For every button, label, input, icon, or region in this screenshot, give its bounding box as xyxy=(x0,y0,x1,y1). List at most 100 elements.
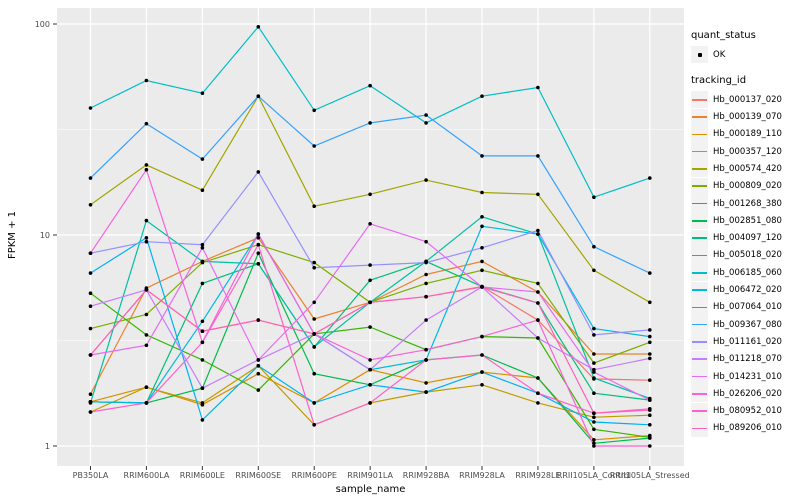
legend-key-swatch xyxy=(691,368,708,386)
data-point xyxy=(312,300,317,305)
data-point xyxy=(312,332,317,336)
data-point xyxy=(536,228,540,233)
legend-item-Hb_014231_010: Hb_014231_010 xyxy=(691,368,799,386)
legend-color-line xyxy=(692,202,707,205)
data-point xyxy=(144,78,149,83)
data-point xyxy=(200,319,205,324)
data-point xyxy=(368,192,372,197)
legend-color-line xyxy=(692,237,707,239)
data-point xyxy=(480,353,484,357)
legend-key-swatch xyxy=(691,298,708,316)
data-point xyxy=(536,154,540,158)
data-point xyxy=(592,391,596,396)
data-point xyxy=(368,263,372,267)
data-point xyxy=(312,108,317,113)
data-point xyxy=(88,410,93,414)
legend-key-ok xyxy=(691,46,708,63)
data-point xyxy=(480,285,484,289)
data-point xyxy=(200,259,205,264)
legend-color-line xyxy=(692,271,707,274)
data-point xyxy=(648,352,652,356)
data-point xyxy=(368,358,372,362)
y-tick-label: 100 xyxy=(35,20,50,29)
data-point xyxy=(592,268,596,273)
data-point xyxy=(144,236,149,240)
legend-color-line xyxy=(692,254,707,257)
x-tick-label: RRIM600SE xyxy=(235,471,281,480)
x-tick-label: RRII105LA_Control xyxy=(557,471,631,480)
data-point xyxy=(88,392,93,397)
data-point xyxy=(88,326,93,331)
legend-label: Hb_000809_020 xyxy=(713,181,782,192)
legend-item-Hb_000357_120: Hb_000357_120 xyxy=(691,143,799,161)
data-point xyxy=(368,300,372,305)
x-tick-label: RRIM600LA xyxy=(124,471,170,480)
data-point xyxy=(424,178,428,182)
legend-key-swatch xyxy=(691,333,708,351)
data-point xyxy=(480,94,484,98)
data-point xyxy=(200,246,205,250)
legend-label: Hb_011218_070 xyxy=(713,354,782,365)
data-point xyxy=(536,232,540,236)
legend-item-Hb_006472_020: Hb_006472_020 xyxy=(691,281,799,299)
data-point xyxy=(424,381,428,385)
data-point xyxy=(144,401,149,405)
legend-color-line xyxy=(692,375,707,378)
data-point xyxy=(368,367,372,372)
legend-key-swatch xyxy=(691,195,708,213)
data-point xyxy=(312,204,317,208)
data-point xyxy=(424,260,428,265)
data-point xyxy=(200,386,205,391)
data-point xyxy=(88,176,93,180)
legend-series-list: Hb_000137_020 Hb_000139_070 Hb_000189_110 H… xyxy=(691,91,799,437)
legend-item-quant-ok: OK xyxy=(691,46,799,63)
legend-item-Hb_026206_020: Hb_026206_020 xyxy=(691,385,799,403)
legend-key-swatch xyxy=(691,160,708,178)
data-point xyxy=(200,418,205,422)
legend-color-line xyxy=(692,341,707,343)
data-point xyxy=(480,224,484,229)
data-point xyxy=(480,246,484,250)
legend-title-tracking-id: tracking_id xyxy=(691,75,747,87)
data-point xyxy=(144,167,149,172)
data-point xyxy=(256,236,261,240)
data-point xyxy=(480,370,484,374)
data-point xyxy=(424,113,428,117)
data-point xyxy=(536,85,540,90)
legend-label: Hb_004097_120 xyxy=(713,233,782,244)
legend-label: Hb_000137_020 xyxy=(713,94,782,105)
data-point xyxy=(256,242,261,247)
legend-item-Hb_089206_010: Hb_089206_010 xyxy=(691,419,799,437)
data-point xyxy=(200,329,205,334)
legend-label: Hb_006472_020 xyxy=(713,285,782,296)
data-point xyxy=(536,401,540,405)
data-point xyxy=(480,215,484,219)
data-point xyxy=(312,260,317,265)
legend-label: Hb_026206_020 xyxy=(713,388,782,399)
data-point xyxy=(592,195,596,199)
legend-key-swatch xyxy=(691,229,708,247)
data-point xyxy=(200,157,205,161)
legend-key-swatch xyxy=(691,91,708,109)
data-point xyxy=(424,281,428,286)
data-point xyxy=(592,427,596,432)
data-point xyxy=(368,383,372,387)
legend-label: Hb_009367_080 xyxy=(713,319,782,330)
data-point xyxy=(368,325,372,329)
legend-label: Hb_001268_380 xyxy=(713,198,782,209)
legend-key-swatch xyxy=(691,350,708,368)
data-point xyxy=(256,358,261,362)
data-point xyxy=(256,251,261,255)
data-point xyxy=(424,390,428,394)
data-point xyxy=(88,304,93,309)
legend-color-line xyxy=(692,323,707,326)
data-point xyxy=(592,333,596,337)
data-point xyxy=(536,391,540,396)
x-tick-label: PB350LA xyxy=(73,471,109,480)
legend-key-swatch xyxy=(691,108,708,126)
legend-item-Hb_011161_020: Hb_011161_020 xyxy=(691,333,799,351)
legend-key-swatch xyxy=(691,316,708,334)
legend-label: Hb_002851_080 xyxy=(713,215,782,226)
legend-item-Hb_001268_380: Hb_001268_380 xyxy=(691,195,799,213)
data-point xyxy=(312,423,317,427)
